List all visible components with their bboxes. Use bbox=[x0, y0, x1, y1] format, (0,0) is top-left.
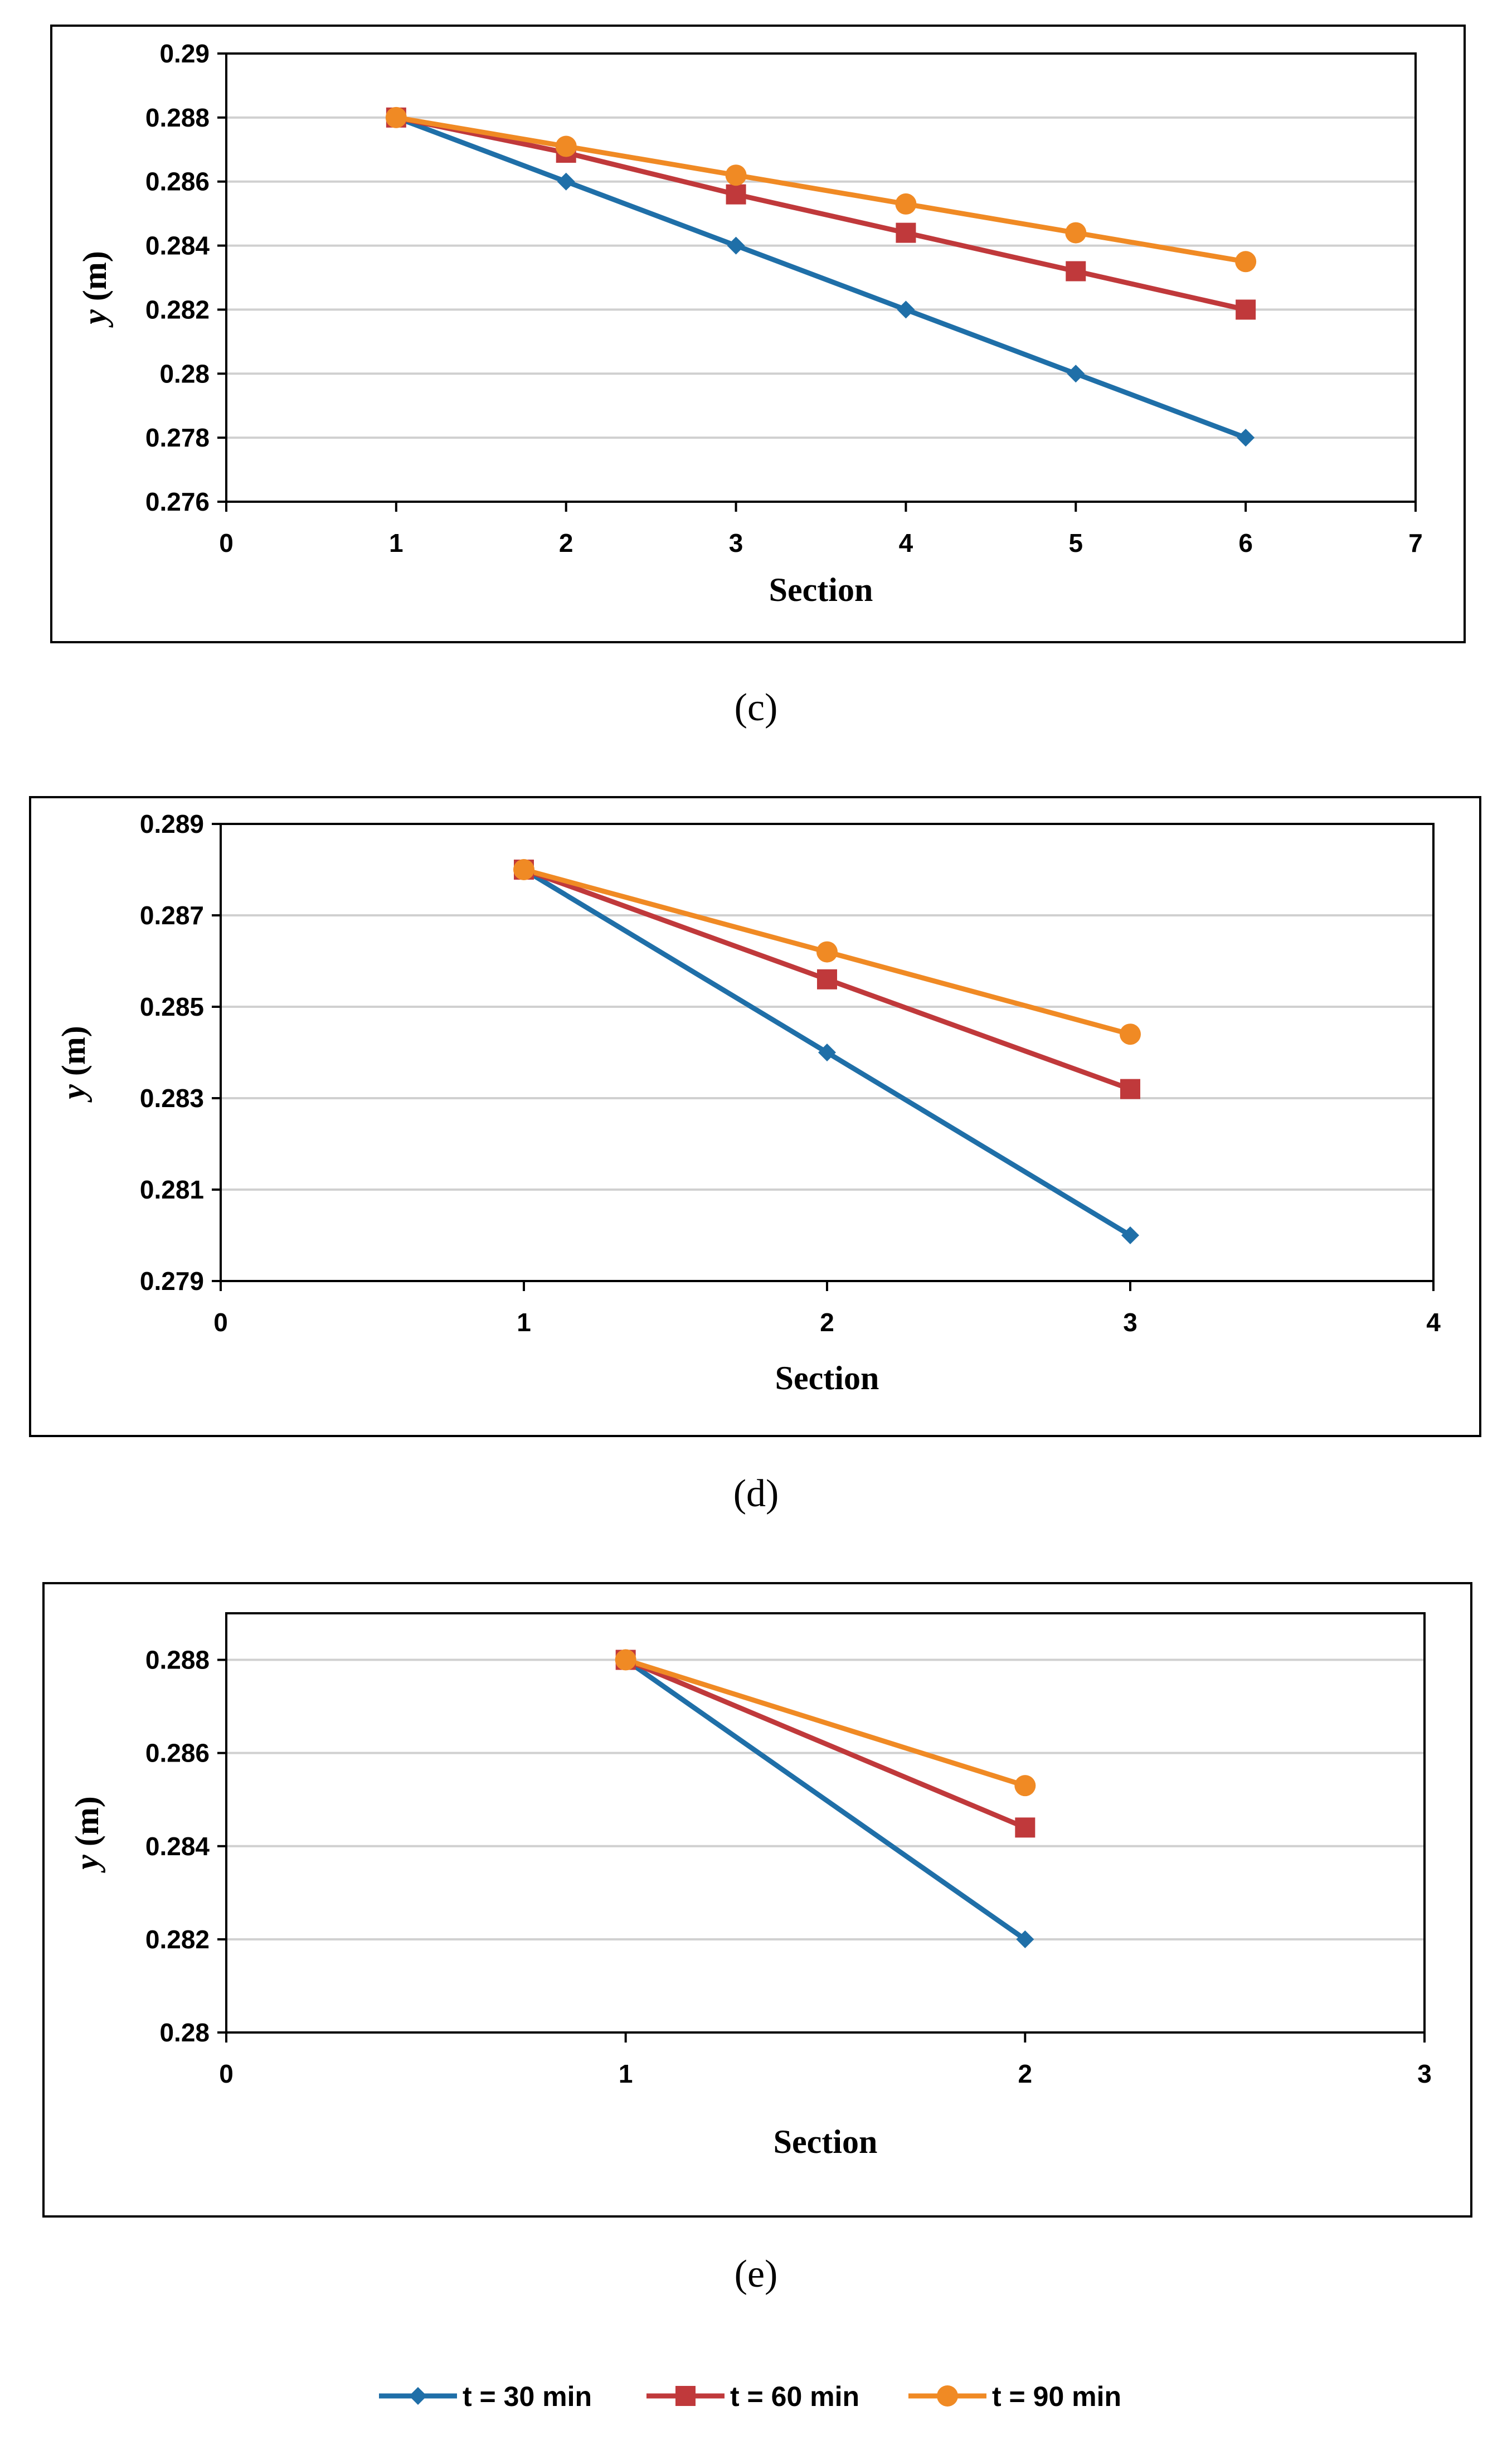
x-tick-label: 3 bbox=[1417, 2059, 1432, 2088]
y-axis-unit: (m) bbox=[55, 1026, 92, 1076]
data-point-series-1 bbox=[1121, 1226, 1139, 1244]
legend-label-3: t = 90 min bbox=[992, 2381, 1121, 2412]
x-tick-label: 2 bbox=[559, 528, 573, 557]
x-tick-label: 1 bbox=[389, 528, 403, 557]
legend-label-1: t = 30 min bbox=[463, 2381, 592, 2412]
y-tick-label: 0.28 bbox=[159, 359, 210, 388]
plot-area-border bbox=[225, 52, 1417, 503]
chart-e-frame: 0.28 0.282 0.284 0.286 0.288 0 1 2 3 Section y (m) bbox=[42, 1582, 1472, 2218]
y-tick-label: 0.283 bbox=[140, 1084, 204, 1113]
x-axis-title: Section bbox=[769, 571, 873, 608]
y-axis-var: y bbox=[76, 301, 113, 328]
data-point-series-3 bbox=[1065, 222, 1087, 244]
y-axis-title: y (m) bbox=[76, 251, 113, 328]
data-point-series-2 bbox=[817, 969, 837, 989]
y-tick-label: 0.284 bbox=[145, 1832, 210, 1861]
data-point-series-2 bbox=[1120, 1079, 1140, 1099]
data-point-series-3 bbox=[615, 1649, 636, 1671]
data-point-series-1 bbox=[557, 172, 575, 191]
y-tick-label: 0.285 bbox=[140, 992, 204, 1021]
y-axis-unit: (m) bbox=[76, 251, 113, 301]
data-point-series-3 bbox=[816, 941, 838, 963]
data-point-series-1 bbox=[1067, 365, 1085, 383]
y-tick-label: 0.288 bbox=[145, 103, 210, 132]
chart-e: 0.28 0.282 0.284 0.286 0.288 0 1 2 3 Section y (m) bbox=[69, 1612, 1432, 2160]
caption-d: (d) bbox=[733, 1472, 779, 1515]
legend-marker-2 bbox=[675, 2386, 696, 2406]
chart-c: 0.276 0.278 0.28 0.282 0.284 0.286 0.288 0.29 0 1… bbox=[76, 39, 1423, 608]
data-point-series-3 bbox=[725, 164, 747, 186]
legend-marker-1 bbox=[409, 2387, 427, 2405]
y-tick-label: 0.289 bbox=[140, 809, 204, 838]
y-tick-label: 0.288 bbox=[145, 1646, 210, 1675]
x-tick-label: 3 bbox=[729, 528, 743, 557]
y-tick-label: 0.284 bbox=[145, 231, 210, 260]
y-tick-label: 0.278 bbox=[145, 423, 210, 452]
x-tick-label: 0 bbox=[219, 528, 234, 557]
caption-c: (c) bbox=[734, 686, 778, 729]
y-axis-title: y (m) bbox=[69, 1796, 105, 1873]
chart-d-frame: 0.279 0.281 0.283 0.285 0.287 0.289 0 1 2 3 4 Secti… bbox=[29, 796, 1481, 1437]
chart-d: 0.279 0.281 0.283 0.285 0.287 0.289 0 1 2 3 4 Secti… bbox=[55, 809, 1441, 1396]
series-line-2 bbox=[624, 1657, 1027, 1830]
x-tick-label: 5 bbox=[1068, 528, 1083, 557]
x-tick-label: 4 bbox=[1426, 1308, 1441, 1337]
y-axis-var: y bbox=[55, 1076, 92, 1103]
y-tick-label: 0.29 bbox=[159, 39, 210, 68]
series-line-1 bbox=[395, 115, 1247, 440]
y-tick-label: 0.286 bbox=[145, 1739, 210, 1768]
x-tick-label: 1 bbox=[619, 2059, 633, 2088]
y-tick-label: 0.28 bbox=[159, 2018, 210, 2047]
y-tick-label: 0.286 bbox=[145, 167, 210, 196]
x-tick-label: 2 bbox=[1018, 2059, 1033, 2088]
y-axis-var: y bbox=[69, 1846, 105, 1873]
plot-area-border bbox=[225, 1612, 1426, 2034]
series-line-2 bbox=[395, 115, 1247, 312]
data-point-series-3 bbox=[555, 135, 577, 157]
data-point-series-1 bbox=[897, 300, 915, 319]
data-point-series-1 bbox=[727, 236, 745, 255]
x-tick-label: 0 bbox=[219, 2059, 234, 2088]
data-point-series-2 bbox=[896, 222, 916, 243]
y-axis-unit: (m) bbox=[69, 1796, 105, 1846]
x-tick-label: 7 bbox=[1408, 528, 1423, 557]
x-axis-title: Section bbox=[774, 2123, 878, 2160]
data-point-series-3 bbox=[1014, 1775, 1036, 1797]
series-line-3 bbox=[396, 115, 1246, 264]
data-point-series-2 bbox=[1066, 261, 1086, 282]
data-point-series-1 bbox=[1237, 429, 1255, 447]
legend-marker-3 bbox=[937, 2385, 958, 2407]
data-point-series-3 bbox=[1235, 251, 1257, 273]
legend-label-2: t = 60 min bbox=[730, 2381, 859, 2412]
x-tick-label: 3 bbox=[1123, 1308, 1137, 1337]
data-point-series-3 bbox=[385, 106, 407, 128]
x-axis-title: Section bbox=[775, 1360, 879, 1396]
data-point-series-3 bbox=[895, 193, 917, 215]
y-tick-label: 0.279 bbox=[140, 1267, 204, 1296]
data-point-series-1 bbox=[1016, 1930, 1034, 1948]
y-tick-label: 0.287 bbox=[140, 901, 204, 930]
y-axis-title: y (m) bbox=[55, 1026, 92, 1103]
chart-c-frame: 0.276 0.278 0.28 0.282 0.284 0.286 0.288 0.29 0 1… bbox=[50, 25, 1466, 643]
x-tick-label: 0 bbox=[213, 1308, 228, 1337]
y-tick-label: 0.281 bbox=[140, 1175, 204, 1204]
data-point-series-1 bbox=[818, 1044, 836, 1061]
data-point-series-3 bbox=[513, 859, 534, 880]
x-tick-label: 1 bbox=[517, 1308, 531, 1337]
x-tick-label: 2 bbox=[820, 1308, 834, 1337]
series-line-1 bbox=[624, 1657, 1027, 1942]
legend: t = 30 min t = 60 min t = 90 min bbox=[379, 2381, 1121, 2412]
data-point-series-3 bbox=[1120, 1023, 1141, 1045]
y-tick-label: 0.276 bbox=[145, 487, 210, 516]
x-tick-label: 4 bbox=[899, 528, 913, 557]
y-tick-label: 0.282 bbox=[145, 1925, 210, 1954]
data-point-series-2 bbox=[1015, 1817, 1035, 1838]
caption-e: (e) bbox=[734, 2253, 778, 2296]
y-tick-label: 0.282 bbox=[145, 295, 210, 324]
data-point-series-2 bbox=[1236, 299, 1256, 320]
data-point-series-2 bbox=[726, 184, 746, 205]
series-line-3 bbox=[625, 1657, 1026, 1788]
x-tick-label: 6 bbox=[1238, 528, 1253, 557]
